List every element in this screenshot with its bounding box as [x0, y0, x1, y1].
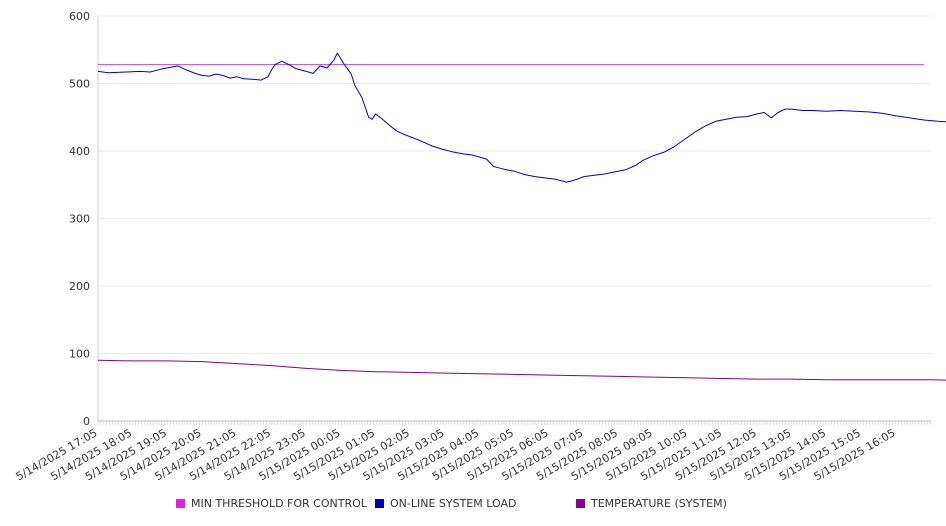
legend-item-temperature[interactable]: TEMPERATURE (SYSTEM)	[576, 497, 727, 510]
y-tick-label: 400	[69, 145, 90, 158]
y-axis: 0 100 200 300 400 500 600	[69, 10, 99, 428]
legend-swatch-temperature	[576, 499, 585, 508]
series-line-1	[97, 52, 946, 183]
legend-swatch-threshold	[176, 499, 185, 508]
y-tick-label: 500	[69, 78, 90, 91]
legend-item-system-load[interactable]: ON-LINE SYSTEM LOAD	[375, 497, 516, 510]
legend-label-temperature: TEMPERATURE (SYSTEM)	[591, 497, 727, 510]
x-axis: 5/14/2025 17:055/14/2025 18:055/14/2025 …	[14, 421, 931, 483]
y-tick-label: 100	[69, 348, 90, 361]
y-tick-label: 600	[69, 10, 90, 23]
legend-swatch-system-load	[375, 499, 384, 508]
y-tick-label: 200	[69, 280, 90, 293]
legend-label-system-load: ON-LINE SYSTEM LOAD	[390, 497, 517, 510]
legend-label-threshold: MIN THRESHOLD FOR CONTROL	[191, 497, 367, 510]
series-line-2	[97, 359, 946, 381]
legend: MIN THRESHOLD FOR CONTROL ON-LINE SYSTEM…	[0, 497, 946, 515]
y-tick-label: 300	[69, 213, 90, 226]
grid-lines	[98, 15, 931, 422]
series-lines	[97, 52, 946, 381]
legend-item-threshold[interactable]: MIN THRESHOLD FOR CONTROL	[176, 497, 367, 510]
y-tick-label: 0	[83, 415, 90, 428]
